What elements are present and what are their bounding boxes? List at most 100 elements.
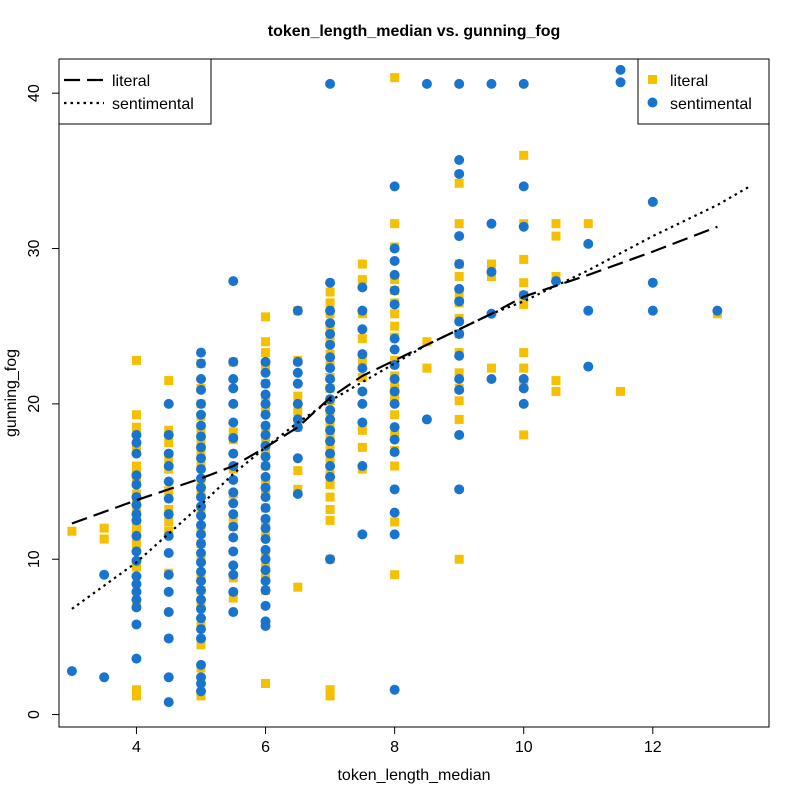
legend-points: literal sentimental bbox=[637, 58, 770, 125]
point-sentimental bbox=[389, 255, 400, 266]
point-sentimental bbox=[260, 575, 271, 586]
point-literal bbox=[454, 396, 464, 406]
point-literal bbox=[131, 422, 141, 432]
point-literal bbox=[519, 254, 529, 264]
point-sentimental bbox=[196, 464, 206, 475]
point-sentimental bbox=[615, 64, 626, 75]
point-sentimental bbox=[325, 554, 336, 565]
point-literal bbox=[131, 691, 141, 701]
point-sentimental bbox=[196, 633, 206, 644]
point-sentimental bbox=[196, 529, 206, 540]
point-sentimental bbox=[486, 266, 497, 277]
point-literal bbox=[390, 219, 400, 229]
point-sentimental bbox=[131, 448, 142, 459]
point-sentimental bbox=[99, 569, 110, 580]
point-sentimental bbox=[389, 269, 400, 280]
point-sentimental bbox=[454, 154, 465, 165]
point-sentimental bbox=[357, 282, 368, 293]
point-sentimental bbox=[421, 78, 432, 89]
point-sentimental bbox=[228, 521, 239, 532]
point-sentimental bbox=[389, 684, 400, 695]
point-sentimental bbox=[196, 686, 206, 697]
point-sentimental bbox=[196, 482, 206, 493]
point-sentimental bbox=[196, 453, 206, 464]
point-literal bbox=[131, 539, 141, 549]
point-sentimental bbox=[454, 283, 465, 294]
point-sentimental bbox=[163, 476, 174, 487]
point-sentimental bbox=[196, 613, 206, 624]
point-sentimental bbox=[228, 532, 239, 543]
point-literal bbox=[325, 505, 335, 515]
point-literal bbox=[519, 363, 529, 373]
point-sentimental bbox=[196, 409, 206, 420]
point-literal bbox=[454, 219, 464, 229]
point-literal bbox=[357, 275, 367, 285]
point-literal bbox=[519, 150, 529, 160]
point-literal bbox=[164, 376, 174, 386]
point-sentimental bbox=[325, 374, 336, 385]
legend-point-literal-swatch bbox=[648, 75, 657, 84]
point-literal bbox=[164, 438, 174, 448]
point-sentimental bbox=[131, 555, 142, 566]
point-sentimental bbox=[228, 276, 239, 287]
point-literal bbox=[261, 348, 271, 358]
point-sentimental bbox=[260, 585, 271, 596]
point-literal bbox=[357, 334, 367, 344]
point-literal bbox=[131, 685, 141, 695]
point-literal bbox=[454, 414, 464, 424]
point-sentimental bbox=[454, 429, 465, 440]
point-sentimental bbox=[454, 296, 465, 307]
y-axis-label: gunning_fog bbox=[3, 349, 20, 437]
point-sentimental bbox=[260, 492, 271, 503]
point-sentimental bbox=[228, 546, 239, 557]
point-literal bbox=[357, 259, 367, 269]
point-sentimental bbox=[163, 398, 174, 409]
point-sentimental bbox=[647, 196, 658, 207]
point-sentimental bbox=[131, 546, 142, 557]
point-sentimental bbox=[228, 607, 239, 618]
point-sentimental bbox=[292, 398, 303, 409]
point-literal bbox=[325, 442, 335, 452]
point-sentimental bbox=[260, 621, 271, 632]
point-sentimental bbox=[260, 554, 271, 565]
y-tick-label: 40 bbox=[26, 84, 43, 102]
point-sentimental bbox=[163, 493, 174, 504]
point-literal bbox=[325, 691, 335, 701]
legend-line-literal-label: literal bbox=[112, 73, 150, 90]
point-sentimental bbox=[389, 333, 400, 344]
point-sentimental bbox=[325, 425, 336, 436]
point-sentimental bbox=[196, 501, 206, 512]
point-sentimental bbox=[99, 672, 110, 683]
point-sentimental bbox=[325, 405, 336, 416]
point-sentimental bbox=[389, 422, 400, 433]
legend-lines: literal sentimental bbox=[58, 58, 212, 125]
point-sentimental bbox=[228, 374, 239, 385]
point-sentimental bbox=[325, 277, 336, 288]
point-sentimental bbox=[163, 633, 174, 644]
point-sentimental bbox=[389, 507, 400, 518]
point-sentimental bbox=[131, 499, 142, 510]
point-literal bbox=[293, 391, 303, 401]
point-sentimental bbox=[163, 461, 174, 472]
point-literal bbox=[261, 312, 271, 322]
point-literal bbox=[486, 259, 496, 269]
point-sentimental bbox=[292, 488, 303, 499]
y-axis: 0 10 20 30 40 bbox=[26, 84, 60, 719]
point-literal bbox=[325, 287, 335, 297]
point-sentimental bbox=[228, 586, 239, 597]
point-literal bbox=[519, 299, 529, 309]
x-tick-label: 12 bbox=[644, 739, 662, 756]
point-literal bbox=[325, 298, 335, 308]
point-literal bbox=[390, 73, 400, 83]
point-literal bbox=[325, 515, 335, 525]
point-sentimental bbox=[131, 594, 142, 605]
point-sentimental bbox=[421, 414, 432, 425]
point-sentimental bbox=[163, 697, 174, 708]
legend-point-sentimental-label: sentimental bbox=[670, 96, 752, 113]
y-tick-label: 20 bbox=[26, 395, 43, 413]
point-sentimental bbox=[357, 324, 368, 335]
point-literal bbox=[390, 461, 400, 471]
point-sentimental bbox=[454, 374, 465, 385]
points-layer bbox=[66, 64, 723, 708]
